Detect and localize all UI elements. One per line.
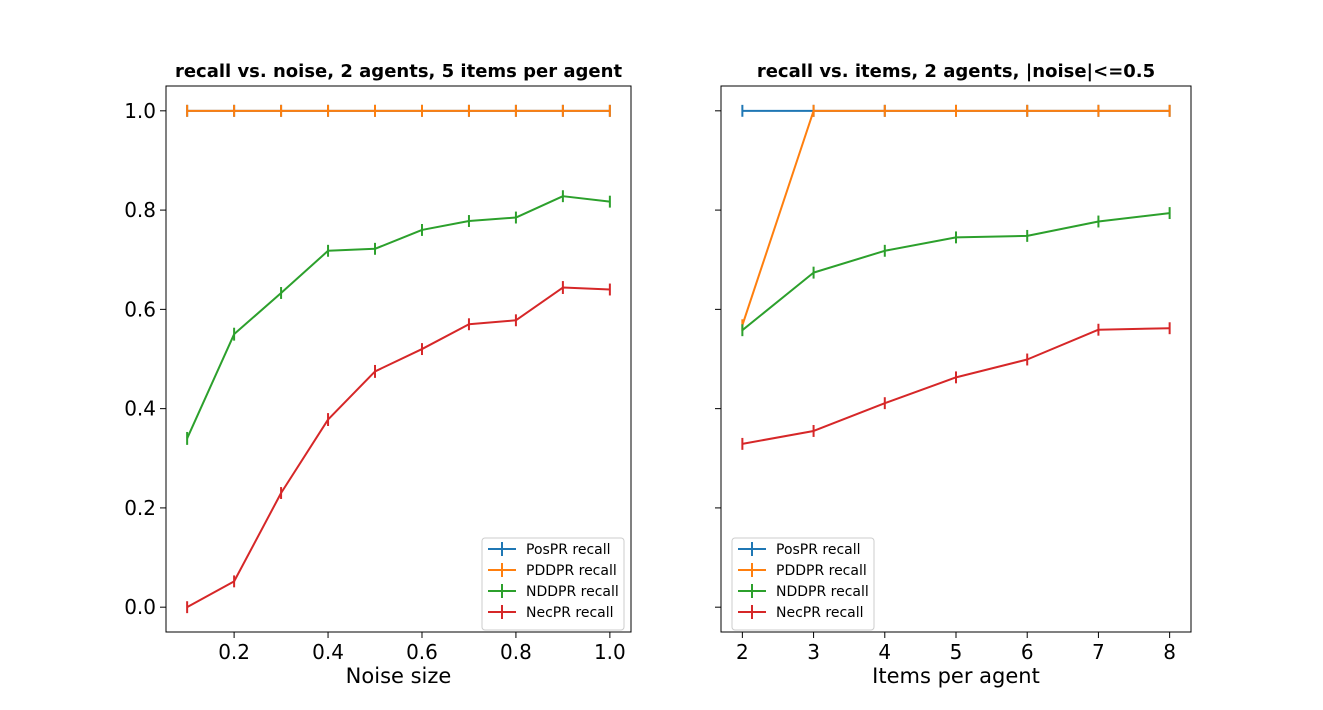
series-line [186, 195, 610, 439]
series-pddpr-recall [186, 104, 611, 117]
legend-label: PDDPR recall [776, 563, 867, 579]
legend-label: NDDPR recall [776, 584, 869, 600]
x-tick-label: 0.6 [406, 640, 438, 664]
axes-frame [720, 85, 1192, 633]
legend-label: NDDPR recall [526, 584, 619, 600]
y-tick-label: 0.4 [124, 397, 156, 421]
y-tick-label: 0.8 [124, 198, 156, 222]
x-tick-label: 0.4 [312, 640, 344, 664]
x-tick-label: 1.0 [594, 640, 626, 664]
x-tick-label: 2 [736, 640, 749, 664]
x-tick-label: 8 [1163, 640, 1176, 664]
y-tick-label: 0.6 [124, 297, 156, 321]
legend: PosPR recall PDDPR recall NDDPR recall NecP… [481, 537, 625, 631]
series-pddpr-recall [741, 104, 1171, 332]
series-line [186, 286, 610, 609]
y-tick-label: 0.2 [124, 496, 156, 520]
x-axis-label: Noise size [346, 664, 452, 688]
chart-title: recall vs. noise, 2 agents, 5 items per … [175, 61, 623, 82]
legend: PosPR recall PDDPR recall NDDPR recall NecP… [731, 537, 875, 631]
series-necpr-recall [741, 322, 1171, 450]
x-tick-label: 6 [1021, 640, 1034, 664]
left-chart-panel: recall vs. noise, 2 agents, 5 items per … [124, 61, 632, 688]
x-tick-label: 7 [1092, 640, 1105, 664]
y-tick-label: 0.0 [124, 595, 156, 619]
x-tick-label: 0.8 [500, 640, 532, 664]
legend-label: NecPR recall [526, 605, 614, 621]
x-tick-label: 5 [950, 640, 963, 664]
x-axis-label: Items per agent [872, 664, 1040, 688]
y-tick-label: 1.0 [124, 99, 156, 123]
chart-title: recall vs. items, 2 agents, |noise|<=0.5 [757, 61, 1155, 82]
series-nddpr-recall [741, 207, 1171, 337]
legend-box [481, 537, 625, 631]
right-chart-panel: recall vs. items, 2 agents, |noise|<=0.5… [715, 61, 1192, 688]
axes-frame [165, 85, 632, 633]
legend-label: PosPR recall [526, 542, 611, 558]
legend-box [731, 537, 875, 631]
x-tick-label: 4 [878, 640, 891, 664]
series-necpr-recall [186, 281, 611, 614]
legend-label: PosPR recall [776, 542, 861, 558]
legend-label: NecPR recall [776, 605, 864, 621]
legend-label: PDDPR recall [526, 563, 617, 579]
x-tick-label: 3 [807, 640, 820, 664]
series-nddpr-recall [186, 190, 611, 445]
x-tick-label: 0.2 [218, 640, 250, 664]
